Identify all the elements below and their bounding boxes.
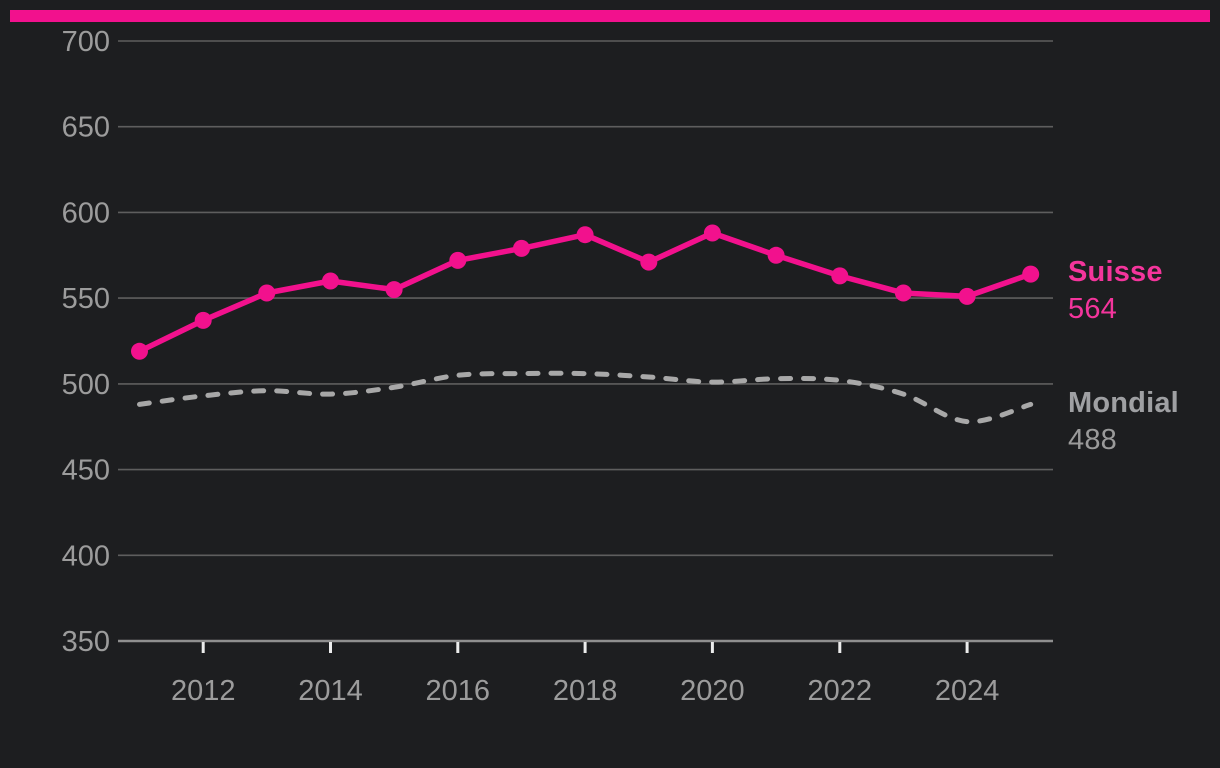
x-tick-label: 2016 <box>426 675 491 707</box>
data-point-marker <box>1022 265 1040 283</box>
data-point-marker <box>194 311 212 329</box>
series-name-mondial: Mondial <box>1068 387 1179 419</box>
series-name-suisse: Suisse <box>1068 256 1163 288</box>
y-tick-label: 400 <box>62 540 110 572</box>
y-tick-label: 600 <box>62 197 110 229</box>
y-tick-label: 500 <box>62 369 110 401</box>
x-tick-label: 2012 <box>171 675 236 707</box>
y-tick-label: 550 <box>62 283 110 315</box>
data-point-marker <box>322 272 339 290</box>
data-point-marker <box>449 251 467 269</box>
data-point-marker <box>703 224 721 242</box>
y-tick-label: 350 <box>62 626 110 658</box>
series-label-suisse: Suisse 564 <box>1068 254 1163 328</box>
data-point-marker <box>958 287 976 305</box>
data-point-marker <box>258 284 276 302</box>
x-tick-label: 2022 <box>808 675 873 707</box>
y-tick-label: 450 <box>62 455 110 487</box>
data-point-marker <box>576 226 594 244</box>
x-tick-label: 2014 <box>298 675 363 707</box>
x-tick-label: 2024 <box>935 675 1000 707</box>
series-label-mondial: Mondial 488 <box>1068 385 1179 459</box>
y-tick-label: 700 <box>62 26 110 58</box>
data-point-marker <box>831 267 849 285</box>
series-line-mondial <box>137 370 1034 425</box>
data-point-marker <box>767 246 785 264</box>
series-value-mondial: 488 <box>1068 424 1117 456</box>
data-point-marker <box>894 284 912 302</box>
accent-top-bar <box>10 10 1210 22</box>
data-point-marker <box>640 253 658 271</box>
x-tick-label: 2018 <box>553 675 618 707</box>
y-tick-label: 650 <box>62 112 110 144</box>
data-point-marker <box>385 281 403 299</box>
series-value-suisse: 564 <box>1068 293 1117 325</box>
data-point-marker <box>131 342 148 360</box>
data-point-marker <box>513 239 530 257</box>
x-tick-label: 2020 <box>680 675 745 707</box>
